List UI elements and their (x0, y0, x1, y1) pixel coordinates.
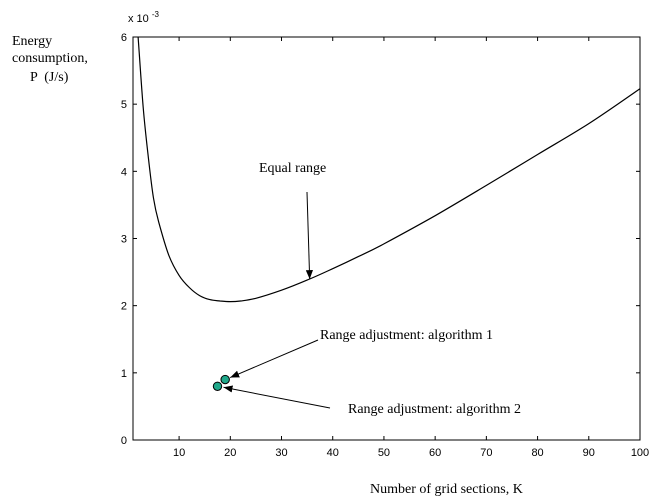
y-tick-label-5: 5 (121, 99, 127, 111)
point-algorithm-1 (220, 374, 230, 385)
y-exponent-multiplier: x 10 -3 (128, 10, 160, 25)
x-tick-label-30: 30 (275, 447, 287, 459)
x-tick-label-10: 10 (173, 447, 185, 459)
x-tick-label-50: 50 (378, 447, 390, 459)
y-tick-label-3: 3 (121, 234, 127, 246)
plot-area-frame (132, 36, 641, 441)
annotation-algorithm-1: Range adjustment: algorithm 1 (320, 328, 493, 343)
x-tick-label-40: 40 (327, 447, 339, 459)
y-axis-label-line-1: Energy (12, 34, 52, 49)
annotation-equal-range: Equal range (259, 161, 326, 176)
x-tick-label-70: 70 (480, 447, 492, 459)
annotation-algorithm-2: Range adjustment: algorithm 2 (348, 402, 521, 417)
y-tick-label-6: 6 (121, 32, 127, 44)
x-tick-labels: 10 20 30 40 50 60 70 80 90 100 (173, 447, 649, 459)
y-tick-labels: 0 1 2 3 4 5 6 (121, 32, 127, 447)
x-tick-label-100: 100 (631, 447, 649, 459)
y-axis-label-line-2: consumption, (12, 51, 88, 66)
x-tick-label-20: 20 (224, 447, 236, 459)
series-line-equal-range (137, 36, 641, 303)
y-tick-label-2: 2 (121, 301, 127, 313)
annotation-arrow-equal-range (305, 191, 314, 280)
x-tick-label-90: 90 (583, 447, 595, 459)
tick-marks (133, 36, 641, 441)
x-tick-label-60: 60 (429, 447, 441, 459)
annotation-arrow-algorithm-1 (229, 339, 319, 379)
y-tick-label-0: 0 (121, 435, 127, 447)
x-axis-label: Number of grid sections, K (370, 482, 523, 497)
y-tick-label-1: 1 (121, 368, 127, 380)
annotation-arrow-algorithm-2 (223, 385, 331, 409)
x-tick-label-80: 80 (531, 447, 543, 459)
point-algorithm-2 (212, 381, 223, 391)
y-exponent-power: -3 (152, 10, 160, 19)
y-axis-label-line-3: P (J/s) (30, 70, 69, 85)
y-tick-label-4: 4 (121, 166, 127, 178)
y-exponent-base: x 10 (128, 13, 149, 25)
